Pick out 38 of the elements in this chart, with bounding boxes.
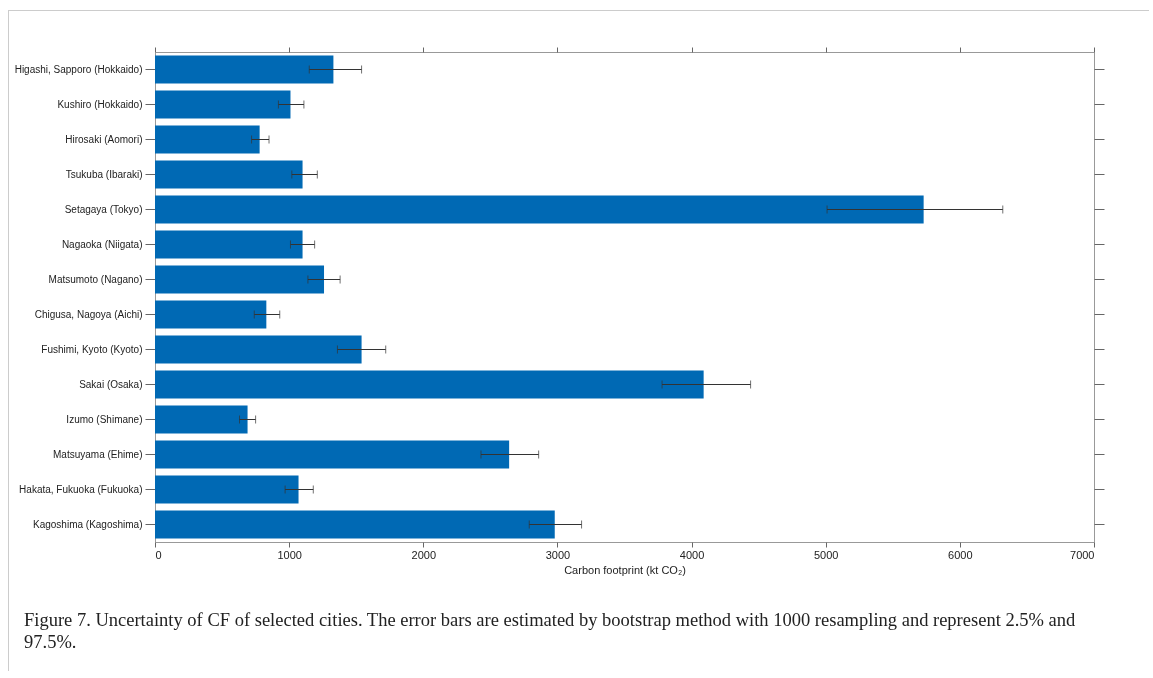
x-tick-label: 6000: [948, 548, 973, 561]
bar: [155, 475, 299, 504]
x-tick-label: 4000: [679, 548, 705, 561]
y-tick-label: Hakata, Fukuoka (Fukuoka): [19, 483, 143, 495]
caption: Figure 7. Uncertainty of CF of selected cities. The error bars are estimated by bootstrap method with 1000 resampling and represent 2.5% and 97.5%.: [24, 609, 1077, 653]
bar: [155, 230, 303, 259]
bar: [155, 510, 555, 539]
x-axis-title: Carbon footprint (kt CO₂): [564, 563, 686, 576]
y-tick-label: Chigusa, Nagoya (Aichi): [34, 308, 143, 320]
y-tick-label: Matsuyama (Ehime): [53, 448, 143, 460]
y-tick-label: Kagoshima (Kagoshima): [33, 518, 143, 530]
y-tick-label: Kushiro (Hokkaido): [57, 98, 143, 110]
x-tick-label: 1000: [277, 548, 302, 561]
y-tick-label: Matsumoto (Nagano): [48, 273, 143, 285]
x-tick-label: 7000: [1070, 548, 1095, 561]
bar: [155, 55, 334, 84]
x-tick-label: 0: [155, 548, 162, 561]
y-tick-label: Nagaoka (Niigata): [61, 238, 143, 250]
y-tick-label: Higashi, Sapporo (Hokkaido): [14, 63, 143, 75]
bar: [155, 405, 248, 434]
bar: [155, 300, 267, 329]
bar: [155, 160, 303, 189]
x-tick-label: 3000: [545, 548, 571, 561]
y-tick-label: Izumo (Shimane): [66, 413, 143, 425]
bar: [155, 90, 291, 119]
bar: [155, 125, 260, 154]
y-tick-label: Hirosaki (Aomori): [65, 133, 143, 145]
y-tick-label: Sakai (Osaka): [79, 378, 143, 390]
y-tick-label: Fushimi, Kyoto (Kyoto): [41, 343, 143, 355]
bar: [155, 370, 704, 399]
bar: [155, 335, 362, 364]
bar: [155, 195, 924, 224]
x-tick-label: 5000: [813, 548, 839, 561]
bar: [155, 265, 325, 294]
x-tick-label: 2000: [411, 548, 437, 561]
bar: [155, 440, 510, 469]
y-tick-label: Setagaya (Tokyo): [64, 203, 143, 215]
y-tick-label: Tsukuba (Ibaraki): [65, 168, 143, 180]
